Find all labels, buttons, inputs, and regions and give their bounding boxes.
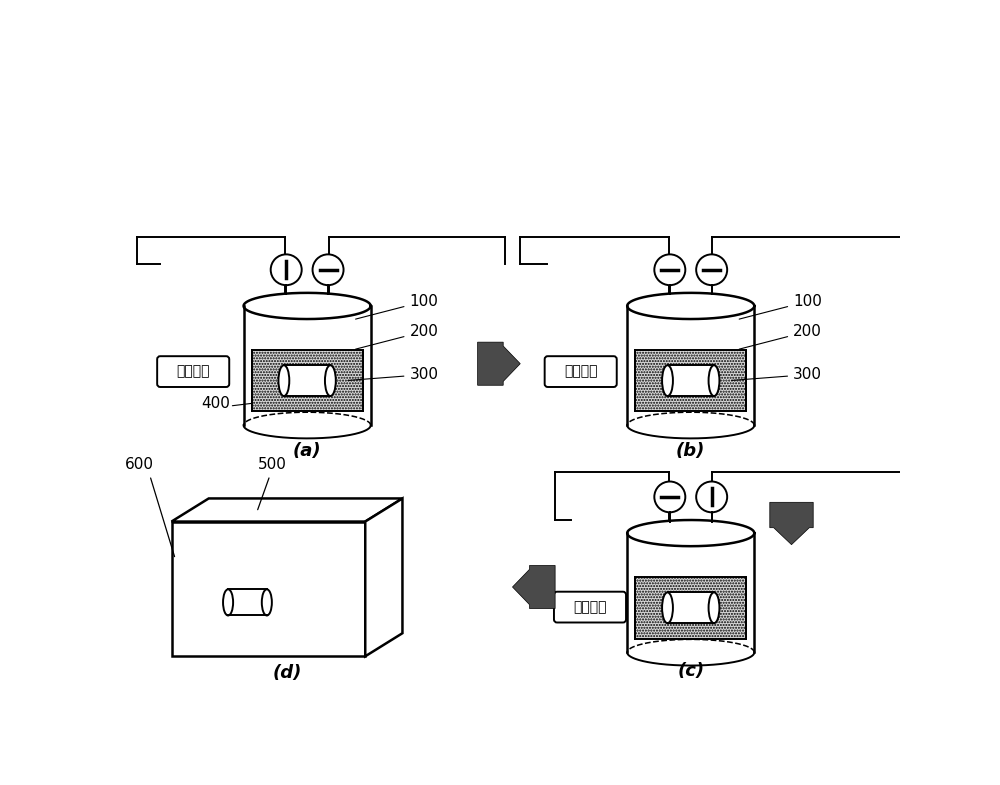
Circle shape	[654, 254, 685, 285]
FancyBboxPatch shape	[157, 356, 229, 387]
Circle shape	[696, 481, 727, 513]
Text: 400: 400	[201, 396, 230, 411]
Bar	[252, 350, 363, 411]
Polygon shape	[172, 521, 365, 656]
Text: 600: 600	[124, 457, 153, 473]
Text: 抽气泵开: 抽气泵开	[176, 364, 210, 378]
Bar	[668, 593, 714, 623]
Ellipse shape	[709, 365, 719, 396]
Text: 抽气泵关: 抽气泵关	[573, 600, 607, 614]
Text: (a): (a)	[293, 442, 321, 460]
Circle shape	[696, 254, 727, 285]
Bar	[284, 365, 330, 396]
Circle shape	[313, 254, 344, 285]
Text: (c): (c)	[677, 662, 704, 680]
Text: 200: 200	[356, 324, 438, 349]
Ellipse shape	[709, 593, 719, 623]
Circle shape	[654, 481, 685, 513]
Text: 抽气泵关: 抽气泵关	[564, 364, 597, 378]
Ellipse shape	[325, 365, 336, 396]
Ellipse shape	[262, 590, 272, 615]
Polygon shape	[770, 502, 813, 545]
Bar	[635, 577, 746, 638]
FancyBboxPatch shape	[554, 592, 626, 623]
Polygon shape	[172, 498, 402, 521]
Ellipse shape	[662, 365, 673, 396]
Text: 100: 100	[739, 294, 822, 319]
Bar	[668, 365, 714, 396]
Text: 500: 500	[258, 457, 287, 473]
Text: 300: 300	[348, 367, 438, 382]
Polygon shape	[365, 498, 402, 656]
Ellipse shape	[278, 365, 289, 396]
Text: (d): (d)	[273, 664, 302, 682]
Bar	[635, 350, 746, 411]
FancyBboxPatch shape	[545, 356, 617, 387]
Polygon shape	[512, 565, 555, 608]
Text: (b): (b)	[676, 442, 705, 460]
Bar	[228, 590, 267, 615]
Ellipse shape	[223, 590, 233, 615]
Circle shape	[271, 254, 302, 285]
Text: 200: 200	[739, 324, 822, 349]
Text: 100: 100	[356, 294, 438, 319]
Text: 300: 300	[732, 367, 822, 382]
Ellipse shape	[662, 593, 673, 623]
Polygon shape	[478, 342, 520, 385]
